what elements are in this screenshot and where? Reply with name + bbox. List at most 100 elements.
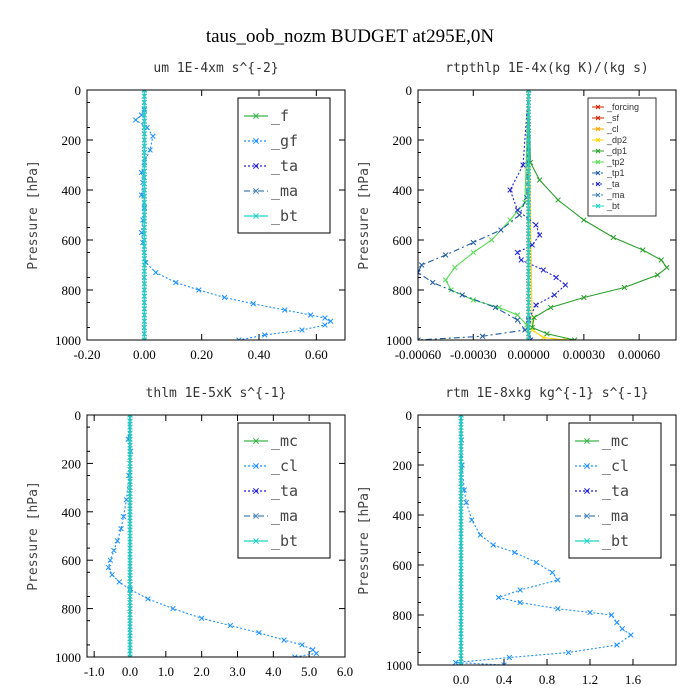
y-tick-label: 800	[393, 283, 413, 298]
data-marker	[479, 333, 486, 340]
legend-label: _bt	[606, 201, 620, 211]
data-marker	[327, 318, 334, 325]
data-marker	[470, 249, 477, 256]
data-marker	[468, 517, 475, 523]
legend-marker	[595, 137, 601, 143]
data-marker	[141, 268, 147, 274]
data-marker	[127, 618, 133, 624]
data-marker	[141, 137, 147, 143]
x-tick-label: 1.0	[158, 664, 174, 679]
data-marker	[458, 587, 464, 593]
data-marker	[141, 174, 147, 181]
data-marker	[458, 499, 464, 506]
data-marker	[141, 206, 147, 212]
data-marker	[562, 282, 569, 288]
chart-panels: um 1E-4xm s^{-2} Pressure [hPa] 0 200 400 600…	[26, 61, 677, 687]
data-marker	[526, 90, 532, 93]
data-marker	[526, 237, 532, 243]
legend-marker	[595, 115, 601, 121]
series-ta	[507, 90, 569, 340]
data-marker	[511, 549, 518, 556]
data-marker	[458, 581, 464, 587]
y-tick-label: 400	[62, 505, 82, 520]
legend: _forcing_sf_cl_dp2_dp1_tp2_tp1_ta_ma_bt	[587, 97, 657, 217]
legend-marker	[253, 163, 259, 169]
data-marker	[141, 243, 147, 249]
data-marker	[141, 281, 147, 287]
legend-label: _dp1	[606, 146, 627, 156]
legend-marker	[253, 438, 259, 444]
legend-marker	[253, 138, 259, 144]
plot-frame	[86, 89, 346, 341]
y-tick-label: 800	[393, 608, 413, 623]
data-marker	[120, 513, 127, 520]
data-marker	[418, 262, 425, 268]
data-marker	[488, 237, 495, 243]
data-marker	[555, 197, 561, 203]
data-marker	[116, 579, 123, 585]
data-marker	[141, 156, 147, 162]
data-marker	[526, 99, 532, 106]
y-tick-label: 600	[393, 233, 413, 248]
x-tick-label: 6.0	[337, 664, 353, 679]
data-marker	[526, 137, 532, 143]
legend-marker	[253, 113, 259, 119]
data-marker	[170, 605, 176, 612]
legend-marker	[595, 104, 601, 110]
data-marker	[127, 472, 133, 479]
data-marker	[282, 307, 288, 313]
data-marker	[608, 612, 615, 618]
data-marker	[141, 199, 147, 206]
data-marker	[307, 312, 314, 318]
x-tick-label: 0.00000	[507, 347, 549, 362]
data-marker	[458, 606, 464, 612]
data-marker	[141, 131, 147, 137]
data-marker	[458, 624, 464, 631]
data-marker	[540, 267, 547, 273]
data-marker	[458, 462, 464, 468]
data-marker	[141, 331, 147, 337]
data-marker	[127, 478, 133, 485]
x-tick-label: 0.00060	[618, 347, 660, 362]
data-marker	[127, 636, 133, 642]
data-marker	[127, 430, 133, 436]
data-marker	[526, 299, 532, 306]
data-marker	[141, 287, 147, 293]
y-tick-label: 0	[406, 83, 413, 98]
data-marker	[141, 231, 147, 237]
legend-label: _mc	[271, 432, 298, 450]
y-tick-label: 600	[62, 553, 82, 568]
data-marker	[292, 654, 298, 657]
data-marker	[141, 306, 147, 312]
data-marker	[581, 217, 587, 223]
data-marker	[458, 531, 464, 537]
data-marker	[458, 481, 464, 487]
data-marker	[458, 543, 464, 549]
legend-label: _tp1	[606, 168, 625, 178]
data-marker	[526, 262, 532, 268]
data-marker	[526, 199, 532, 206]
x-tick-label: 0.00	[133, 347, 156, 362]
data-marker	[458, 512, 464, 518]
data-marker	[141, 193, 147, 199]
data-marker	[565, 649, 572, 656]
x-tick-label: 1.2	[582, 672, 598, 687]
data-marker	[147, 147, 153, 153]
legend-label: _mc	[602, 432, 629, 450]
legend-marker	[584, 513, 590, 519]
data-marker	[127, 521, 133, 527]
data-marker	[514, 249, 521, 256]
data-marker	[526, 318, 532, 324]
data-marker	[518, 257, 524, 263]
data-marker	[458, 593, 464, 599]
legend-marker	[253, 513, 259, 519]
data-marker	[458, 518, 464, 524]
series-line	[509, 90, 567, 340]
data-marker	[127, 587, 133, 594]
data-marker	[141, 168, 147, 174]
y-tick-label: 800	[62, 283, 82, 298]
y-axis-label: Pressure [hPa]	[357, 485, 372, 595]
data-marker	[107, 557, 114, 563]
series-bt	[458, 415, 464, 665]
data-marker	[127, 442, 133, 448]
